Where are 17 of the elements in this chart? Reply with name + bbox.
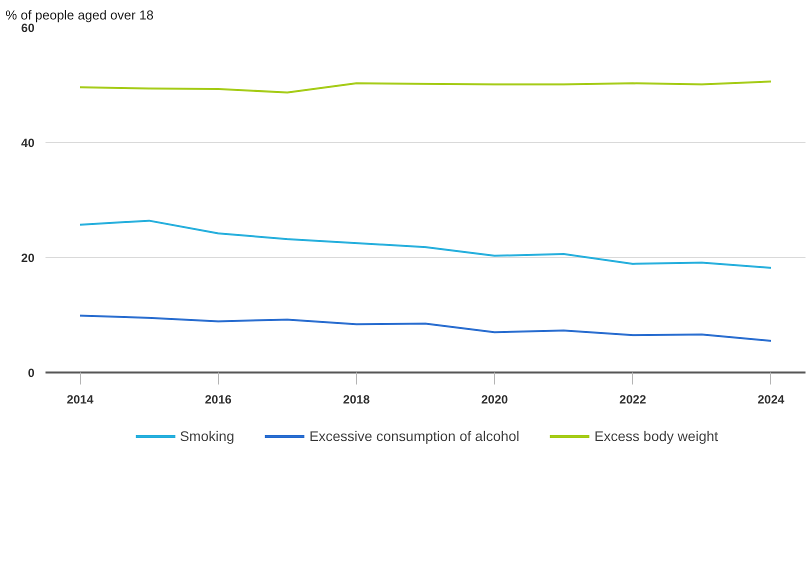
x-tick-label: 2016 [204,392,232,406]
line-series [79,314,772,342]
legend-label: Smoking [180,428,234,444]
y-tick-label: 60 [21,21,35,35]
y-tick-label: 40 [21,136,35,150]
legend-label: Excessive consumption of alcohol [309,428,520,444]
x-tick-label: 2014 [66,392,94,406]
line-series [79,80,772,94]
x-tick-label: 2018 [343,392,370,406]
y-axis-title: % of people aged over 18 [6,8,154,22]
legend-label: Excess body weight [594,428,718,444]
line-series [79,220,772,269]
x-tick-label: 2022 [619,392,646,406]
x-tick-label: 2024 [758,392,785,406]
x-tick-label: 2020 [481,392,508,406]
y-tick-label: 20 [21,251,35,265]
y-tick-label: 0 [28,366,35,380]
